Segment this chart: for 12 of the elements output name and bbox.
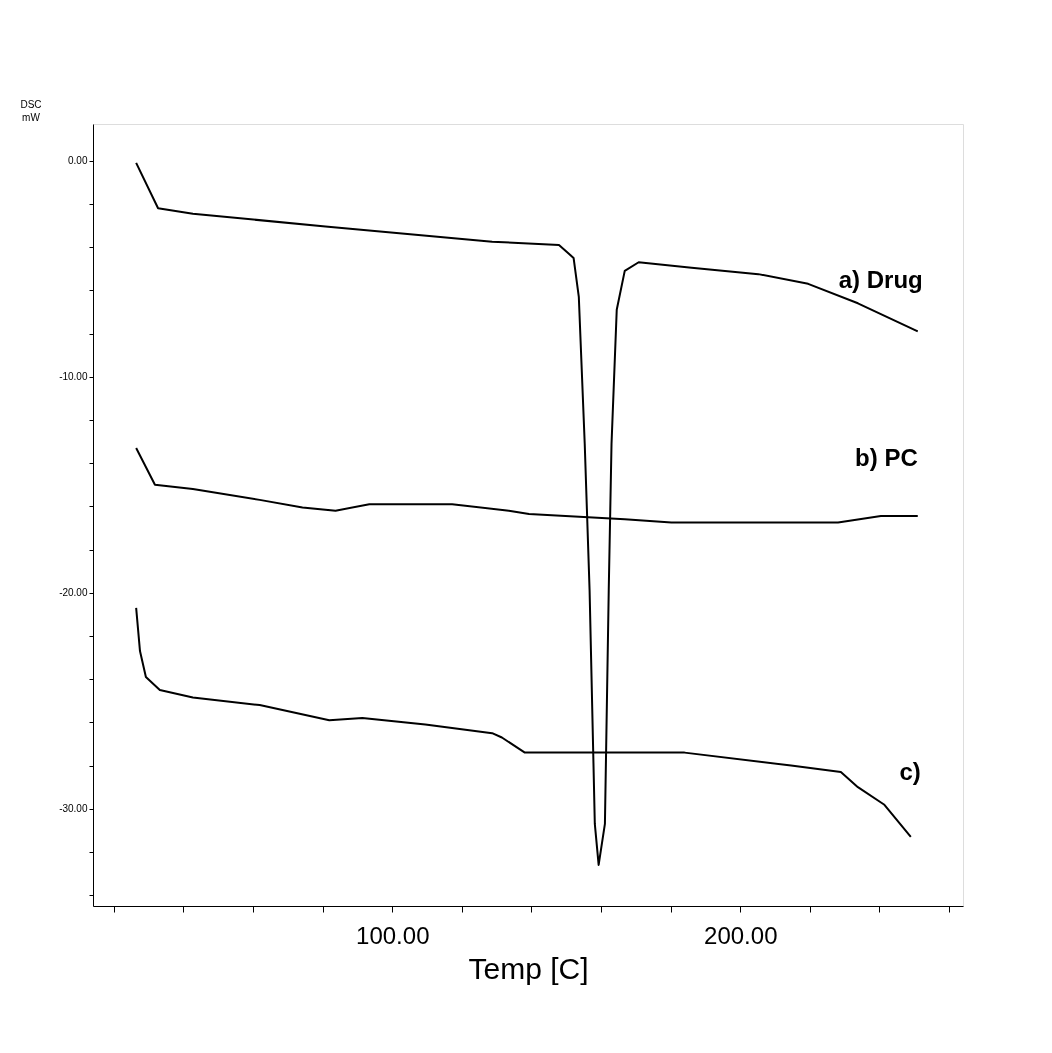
y-tick-label: -30.00 — [59, 803, 88, 815]
x-tick-label: 100.00 — [356, 921, 430, 949]
series-label: b) PC — [855, 444, 918, 472]
line-series — [135, 161, 919, 866]
y-tick-label: -20.00 — [59, 587, 88, 599]
y-tick-label: -10.00 — [59, 371, 88, 383]
y-axis-title: DSC mW — [20, 99, 42, 123]
x-axis-title: Temp [C] — [468, 951, 589, 985]
series-label: c) — [899, 757, 921, 785]
y-tick-label: 0.00 — [68, 155, 88, 167]
series-label: a) Drug — [838, 266, 923, 294]
x-tick-label: 200.00 — [704, 921, 778, 949]
